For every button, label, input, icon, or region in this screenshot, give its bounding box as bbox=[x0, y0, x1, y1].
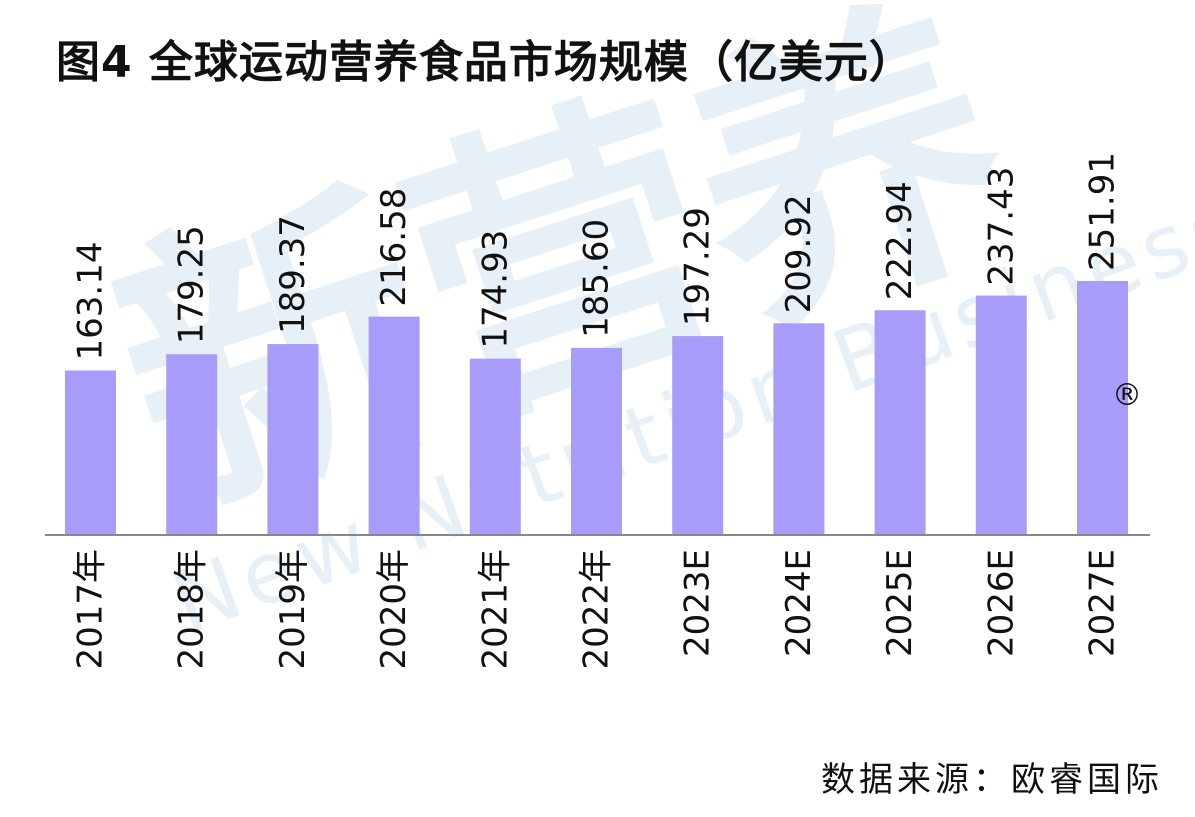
data-label-9: 237.43 bbox=[981, 167, 1021, 286]
data-label-6: 197.29 bbox=[678, 207, 718, 326]
chart-title: 图4 全球运动营养食品市场规模（亿美元） bbox=[56, 37, 914, 88]
bar-4 bbox=[469, 358, 521, 535]
data-label-10: 251.91 bbox=[1083, 152, 1123, 271]
category-label-1: 2018年 bbox=[172, 549, 212, 670]
bar-5 bbox=[571, 347, 622, 535]
bar-9 bbox=[975, 295, 1027, 535]
category-label-3: 2020年 bbox=[374, 549, 414, 670]
bar-10 bbox=[1077, 281, 1128, 535]
bar-1 bbox=[166, 354, 218, 535]
data-label-2: 189.37 bbox=[273, 215, 313, 334]
data-label-7: 209.92 bbox=[779, 194, 819, 313]
data-label-3: 216.58 bbox=[374, 188, 414, 307]
category-label-9: 2026E bbox=[981, 549, 1021, 657]
category-label-0: 2017年 bbox=[71, 549, 111, 670]
category-label-10: 2027E bbox=[1083, 549, 1123, 657]
data-label-4: 174.93 bbox=[475, 230, 515, 349]
category-label-5: 2022年 bbox=[577, 549, 617, 670]
data-source: 数据来源：欧睿国际 bbox=[821, 760, 1163, 800]
bar-3 bbox=[368, 316, 420, 535]
category-label-8: 2025E bbox=[880, 549, 920, 657]
data-label-5: 185.60 bbox=[577, 219, 617, 338]
watermark-registered-mark: ® bbox=[1112, 378, 1142, 413]
data-label-0: 163.14 bbox=[71, 242, 111, 361]
bar-6 bbox=[672, 336, 724, 535]
category-label-2: 2019年 bbox=[273, 549, 313, 670]
bar-7 bbox=[773, 323, 825, 535]
bar-0 bbox=[65, 370, 116, 535]
category-label-7: 2024E bbox=[779, 549, 819, 657]
data-label-8: 222.94 bbox=[880, 181, 920, 300]
bar-8 bbox=[874, 310, 926, 535]
bar-2 bbox=[267, 344, 319, 535]
category-label-4: 2021年 bbox=[475, 549, 515, 670]
data-label-1: 179.25 bbox=[172, 225, 212, 344]
category-label-6: 2023E bbox=[678, 549, 718, 657]
